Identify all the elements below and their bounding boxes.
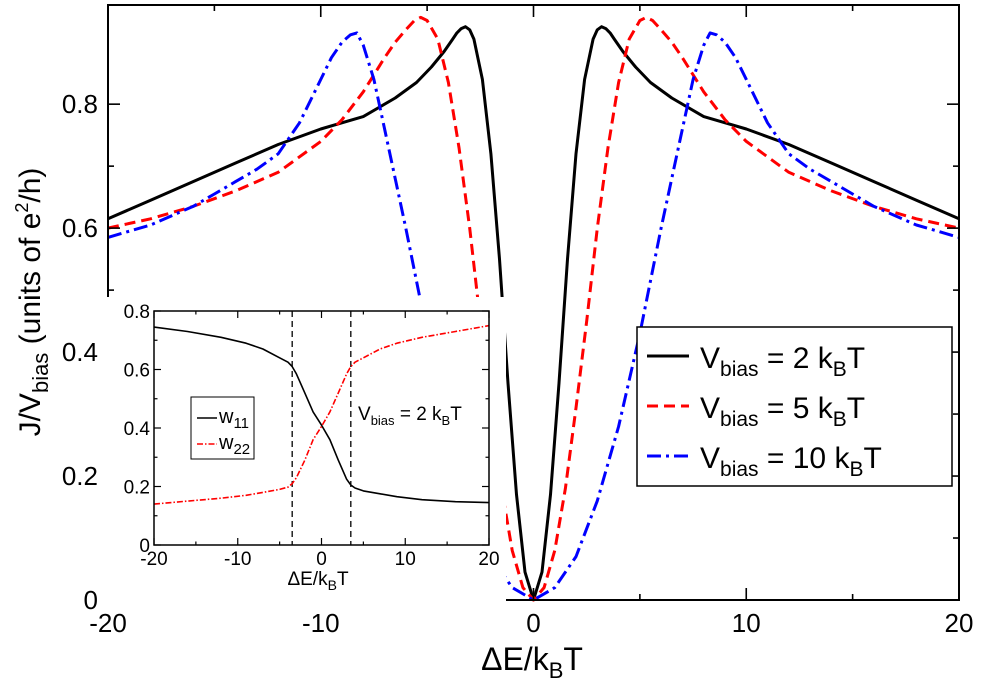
inset-series-0 <box>153 326 490 504</box>
inset-legend: w11 w22 <box>190 396 255 460</box>
legend-entry-2kbt: Vbias = 2 kBT <box>647 342 865 381</box>
inset-annotation: Vbias = 2 kBT <box>358 404 462 428</box>
inset-legend-box <box>190 396 255 460</box>
legend-label-2kbt: Vbias = 2 kBT <box>700 342 865 381</box>
main-xtick-label-0: -20 <box>89 608 127 638</box>
main-ytick-label-0: 0 <box>84 585 98 615</box>
inset-x-axis-label: ΔE/kBT <box>287 569 349 593</box>
inset-xtick-label-3: 10 <box>395 549 416 570</box>
inset-ytick-label-0: 0 <box>139 536 150 557</box>
main-xtick-label-1: -10 <box>302 608 340 638</box>
legend-label-5kbt: Vbias = 5 kBT <box>700 392 865 431</box>
main-ytick-label-3: 0.6 <box>62 213 98 243</box>
main-xtick-label-2: 0 <box>526 608 540 638</box>
main-series-2 <box>107 31 960 602</box>
inset-ytick-label-2: 0.4 <box>124 419 151 440</box>
inset-tick-labels-group: -20 -10 0 10 20 0 0.2 0.4 0.6 0.8 <box>124 302 500 570</box>
main-xtick-label-3: 10 <box>732 608 761 638</box>
main-ytick-label-1: 0.2 <box>62 461 98 491</box>
inset-xtick-label-1: -10 <box>224 549 251 570</box>
inset-legend-label-w22: w22 <box>218 432 250 458</box>
inset-plot-frame <box>153 310 490 546</box>
inset-xtick-label-4: 20 <box>478 549 499 570</box>
inset-ytick-label-1: 0.2 <box>124 478 150 499</box>
main-tick-labels-group: -20 -10 0 10 20 0 0.2 0.4 0.6 0.8 <box>62 89 974 638</box>
inset-ytick-label-4: 0.8 <box>124 302 150 323</box>
legend-entry-10kbt: Vbias = 10 kBT <box>647 442 882 481</box>
inset-plot: -20 -10 0 10 20 0 0.2 0.4 0.6 0.8 ΔE/kBT Vbias = … <box>106 297 506 601</box>
inset-series-1 <box>153 324 490 505</box>
legend-label-10kbt: Vbias = 10 kBT <box>700 442 882 481</box>
inset-ytick-label-3: 0.6 <box>124 361 150 382</box>
inset-xtick-label-0: -20 <box>140 549 167 570</box>
inset-xtick-label-2: 0 <box>316 549 327 570</box>
legend-box <box>636 326 953 487</box>
legend-entry-5kbt: Vbias = 5 kBT <box>647 392 865 431</box>
main-ytick-label-4: 0.8 <box>62 89 98 119</box>
main-ytick-label-2: 0.4 <box>62 337 98 367</box>
inset-legend-label-w11: w11 <box>218 406 249 432</box>
inset-series-group <box>153 311 490 545</box>
main-x-axis-label: ΔE/kBT <box>481 641 583 683</box>
main-xtick-label-4: 20 <box>945 608 974 638</box>
inset-background <box>106 297 506 601</box>
main-legend: Vbias = 2 kBT Vbias = 5 kBT Vbias = 10 k… <box>636 326 953 487</box>
main-y-axis-label: J/Vbias (units of e2/h) <box>12 168 53 437</box>
